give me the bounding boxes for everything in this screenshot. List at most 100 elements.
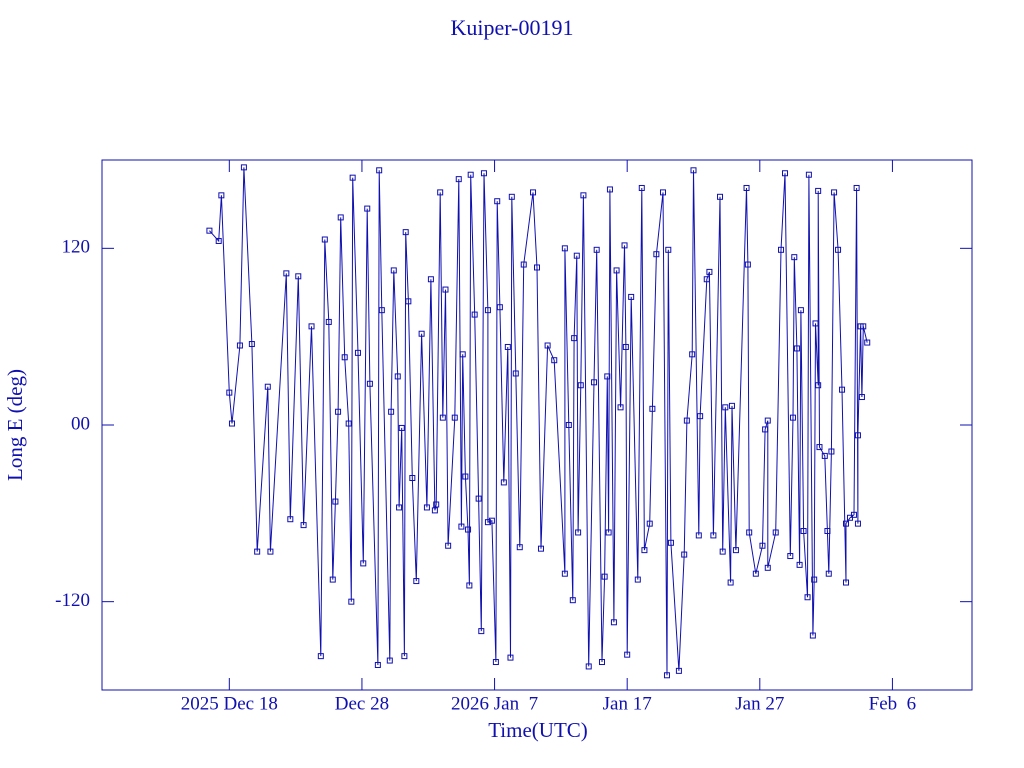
- data-point: [764, 417, 771, 424]
- data-point: [401, 653, 408, 660]
- data-point: [398, 424, 405, 431]
- data-point: [690, 167, 697, 174]
- data-point: [348, 598, 355, 605]
- data-point: [508, 193, 515, 200]
- data-point: [402, 229, 409, 236]
- data-point: [622, 343, 629, 350]
- data-point: [317, 653, 324, 660]
- data-point: [248, 341, 255, 348]
- data-point: [617, 404, 624, 411]
- data-point: [804, 594, 811, 601]
- data-point: [621, 242, 628, 249]
- data-point: [349, 174, 356, 181]
- data-point: [573, 252, 580, 259]
- data-point: [494, 198, 501, 205]
- data-point: [475, 495, 482, 502]
- data-point: [332, 498, 339, 505]
- data-point: [437, 189, 444, 196]
- data-point: [864, 339, 871, 346]
- data-point: [388, 408, 395, 415]
- data-point: [226, 389, 233, 396]
- series-line: [209, 167, 868, 676]
- data-point: [789, 414, 796, 421]
- data-point: [325, 318, 332, 325]
- x-tick-label: 2025 Dec 18: [181, 693, 278, 714]
- data-point: [341, 354, 348, 361]
- data-point: [689, 351, 696, 358]
- data-point: [580, 192, 587, 199]
- data-point: [853, 184, 860, 191]
- x-axis-label: Time(UTC): [488, 718, 588, 742]
- data-point: [516, 544, 523, 551]
- data-point: [308, 323, 315, 330]
- y-axis-label: Long E (deg): [3, 369, 27, 481]
- x-tick-label: Jan 27: [735, 693, 784, 714]
- data-point: [752, 570, 759, 577]
- data-point: [565, 422, 572, 428]
- data-point: [390, 267, 397, 274]
- data-point: [206, 227, 213, 234]
- data-point: [653, 251, 660, 258]
- data-point: [405, 298, 412, 305]
- data-point: [719, 548, 726, 555]
- data-point: [287, 516, 294, 523]
- data-point: [283, 270, 290, 277]
- data-point: [821, 452, 828, 459]
- data-point: [451, 414, 458, 421]
- data-point: [354, 349, 361, 356]
- data-point: [321, 236, 328, 243]
- data-point: [843, 520, 850, 527]
- data-point: [396, 504, 403, 511]
- data-point: [575, 529, 582, 536]
- data-point: [772, 529, 779, 536]
- data-point: [215, 237, 222, 244]
- data-point: [828, 448, 835, 455]
- chart-title: Kuiper-00191: [451, 15, 574, 40]
- data-point: [335, 408, 342, 415]
- data-point: [534, 264, 540, 271]
- data-point: [732, 547, 739, 554]
- data-point: [551, 357, 558, 364]
- data-point: [418, 330, 425, 337]
- plot-frame: [101, 159, 973, 691]
- x-tick-label: 2026 Jan 7: [451, 693, 538, 714]
- data-point: [703, 276, 710, 283]
- data-point: [641, 547, 648, 554]
- x-tick-label: Feb 6: [869, 693, 917, 714]
- data-point: [236, 342, 243, 349]
- data-point: [504, 343, 511, 350]
- data-point: [722, 404, 729, 411]
- data-point: [649, 405, 656, 412]
- data-point: [413, 578, 420, 585]
- data-point: [267, 548, 274, 555]
- data-point: [458, 523, 465, 530]
- data-point: [665, 246, 672, 253]
- data-point: [593, 246, 600, 253]
- data-point: [858, 394, 865, 401]
- data-point: [264, 383, 271, 390]
- data-point: [695, 532, 702, 539]
- data-point: [764, 564, 771, 571]
- data-point: [744, 261, 751, 268]
- data-point: [459, 351, 466, 358]
- data-point: [860, 323, 867, 330]
- data-point: [337, 214, 344, 221]
- data-point: [598, 659, 605, 666]
- data-point: [569, 597, 576, 604]
- data-point: [796, 561, 803, 568]
- data-point: [606, 186, 613, 193]
- data-point: [816, 444, 823, 451]
- data-point: [815, 187, 822, 194]
- data-point: [488, 517, 495, 524]
- data-point: [571, 335, 578, 342]
- data-point: [591, 379, 598, 386]
- data-point: [797, 307, 804, 314]
- data-point: [492, 659, 499, 666]
- data-point: [850, 511, 857, 518]
- data-point: [561, 245, 568, 252]
- data-point: [374, 661, 381, 668]
- data-point: [728, 402, 735, 409]
- data-point: [366, 380, 373, 387]
- data-point: [530, 189, 537, 196]
- data-point: [433, 501, 440, 508]
